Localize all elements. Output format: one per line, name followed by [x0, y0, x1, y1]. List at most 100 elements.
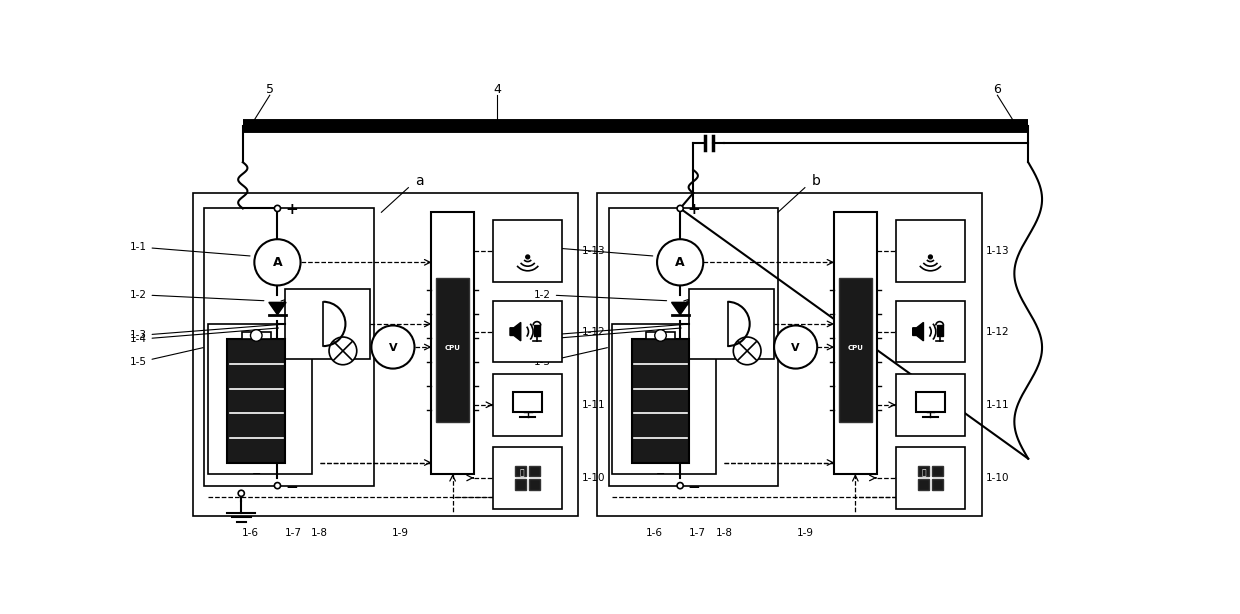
Circle shape: [274, 483, 280, 489]
Bar: [529, 465, 539, 476]
Bar: [534, 325, 539, 336]
Text: 1-10: 1-10: [582, 473, 605, 483]
Bar: [895, 447, 965, 509]
Bar: [646, 332, 675, 340]
Bar: [932, 465, 942, 476]
Bar: [838, 278, 872, 422]
Bar: [895, 374, 965, 435]
Text: 1-8: 1-8: [311, 528, 329, 538]
Polygon shape: [269, 302, 286, 315]
Bar: [918, 465, 929, 476]
Bar: [192, 193, 578, 516]
Text: 1-13: 1-13: [986, 246, 1009, 256]
Text: 1-7: 1-7: [688, 528, 706, 538]
Bar: [205, 208, 373, 486]
Bar: [835, 212, 877, 474]
Text: 1-6: 1-6: [646, 528, 663, 538]
Bar: [609, 208, 777, 486]
Bar: [513, 392, 542, 413]
Text: 1-2: 1-2: [129, 290, 264, 301]
Text: ⏻: ⏻: [520, 468, 523, 477]
Text: 1-13: 1-13: [582, 246, 605, 256]
Text: V: V: [791, 343, 800, 353]
Bar: [529, 480, 539, 490]
Bar: [227, 340, 285, 462]
Text: 6: 6: [993, 82, 1002, 96]
Text: 1-11: 1-11: [582, 400, 605, 410]
Text: 1-12: 1-12: [582, 327, 605, 336]
Circle shape: [733, 337, 761, 365]
Bar: [936, 325, 942, 336]
Bar: [918, 480, 929, 490]
Circle shape: [250, 330, 262, 341]
Circle shape: [774, 325, 817, 368]
Text: +: +: [688, 203, 701, 217]
Text: a: a: [415, 174, 424, 188]
Text: 1-4: 1-4: [533, 328, 681, 344]
Bar: [494, 220, 563, 282]
Bar: [242, 332, 270, 340]
Text: −: −: [252, 468, 260, 479]
Text: 1-7: 1-7: [284, 528, 301, 538]
Bar: [895, 301, 965, 362]
Text: V: V: [388, 343, 397, 353]
Text: 4: 4: [494, 82, 501, 96]
Text: A: A: [273, 256, 283, 269]
Circle shape: [929, 255, 932, 259]
Text: 1-2: 1-2: [533, 290, 667, 301]
Text: 1-5: 1-5: [129, 348, 203, 367]
Text: 1-9: 1-9: [392, 528, 409, 538]
Circle shape: [657, 239, 703, 286]
Text: 1-3: 1-3: [129, 324, 284, 341]
Text: A: A: [676, 256, 684, 269]
Circle shape: [655, 330, 666, 341]
Bar: [613, 324, 717, 474]
Text: CPU: CPU: [847, 346, 863, 351]
Bar: [494, 301, 563, 362]
Circle shape: [238, 490, 244, 496]
Text: 1-4: 1-4: [129, 328, 279, 344]
Text: 1-5: 1-5: [533, 348, 608, 367]
Bar: [436, 278, 469, 422]
Bar: [895, 220, 965, 282]
Text: 5: 5: [265, 82, 274, 96]
Text: b: b: [812, 174, 821, 188]
Circle shape: [372, 325, 414, 368]
Text: 1-10: 1-10: [986, 473, 1009, 483]
Text: −: −: [688, 480, 701, 495]
Polygon shape: [510, 322, 521, 341]
Circle shape: [329, 337, 357, 365]
Bar: [494, 374, 563, 435]
Circle shape: [274, 205, 280, 211]
Bar: [432, 212, 474, 474]
Text: 1-8: 1-8: [715, 528, 733, 538]
Text: −: −: [285, 480, 298, 495]
Text: −: −: [656, 468, 665, 479]
Bar: [916, 392, 945, 413]
Text: +: +: [285, 203, 298, 217]
Text: 1-6: 1-6: [242, 528, 259, 538]
Circle shape: [254, 239, 300, 286]
Bar: [689, 289, 774, 359]
Circle shape: [677, 483, 683, 489]
Text: 1-1: 1-1: [129, 242, 250, 256]
Bar: [208, 324, 312, 474]
Bar: [516, 465, 526, 476]
Bar: [596, 193, 982, 516]
Circle shape: [526, 255, 529, 259]
Polygon shape: [913, 322, 924, 341]
Bar: [516, 480, 526, 490]
Bar: [932, 480, 942, 490]
Text: 1-11: 1-11: [986, 400, 1009, 410]
Bar: [285, 289, 370, 359]
Bar: [631, 340, 689, 462]
Bar: [494, 447, 563, 509]
Text: 1-3: 1-3: [533, 324, 688, 341]
Text: CPU: CPU: [445, 346, 460, 351]
Text: ⏻: ⏻: [921, 468, 926, 477]
Text: 1-12: 1-12: [986, 327, 1009, 336]
Polygon shape: [672, 302, 688, 315]
Text: 1-1: 1-1: [533, 242, 652, 256]
Circle shape: [677, 205, 683, 211]
Text: 1-9: 1-9: [796, 528, 813, 538]
